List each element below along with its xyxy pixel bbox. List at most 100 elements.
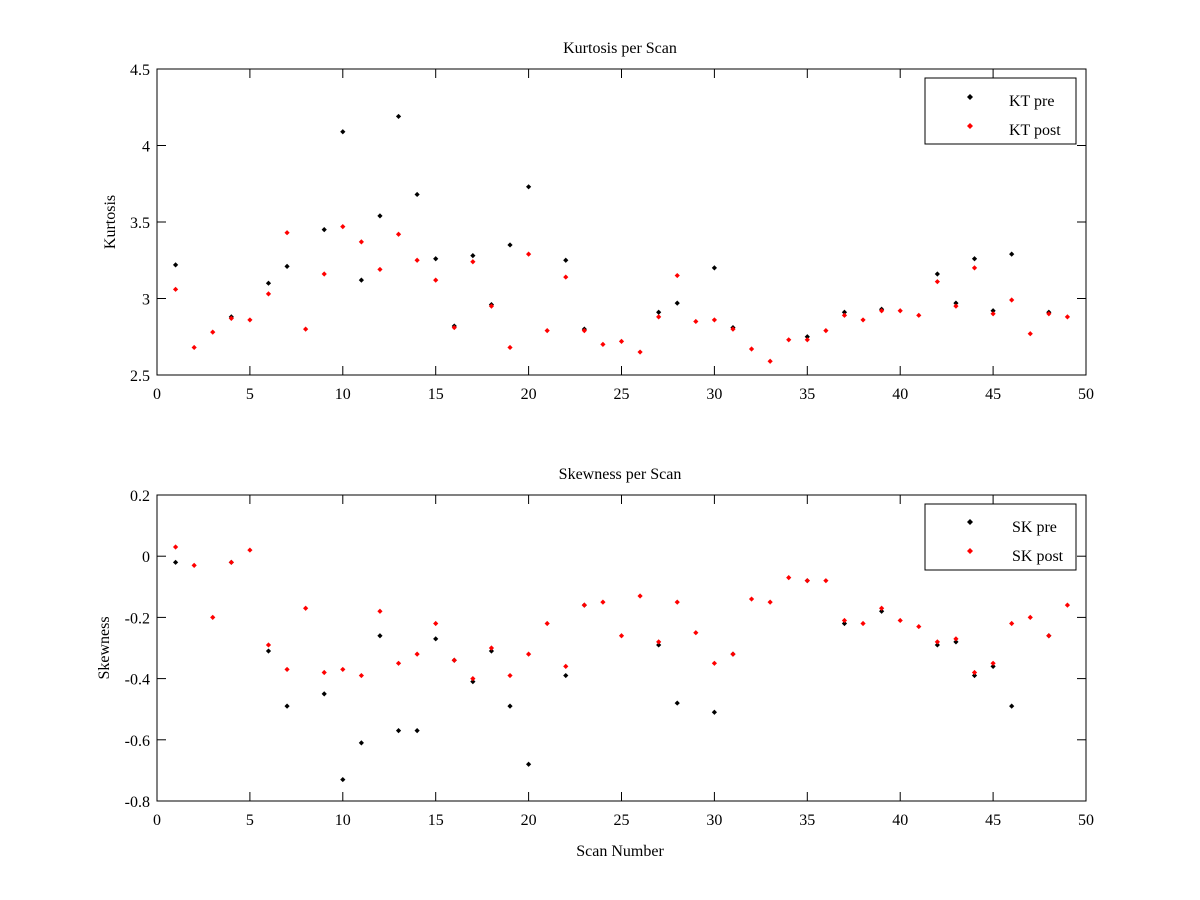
- skewness-point-post: [1027, 614, 1033, 620]
- kurtosis-point-post: [934, 279, 940, 285]
- kurtosis-point-post: [879, 308, 885, 314]
- kurtosis-chart: 0 5 10 15 20 25 30 35 40 45 50 2.5 3 3.5 4 4.5 Kurtosi…: [102, 40, 1094, 403]
- skewness-points: [172, 544, 1071, 783]
- skewness-legend: SK pre SK post: [924, 503, 1077, 571]
- kurtosis-point-post: [637, 349, 643, 355]
- kurtosis-point-pre: [804, 334, 810, 340]
- kurtosis-point-pre: [433, 256, 439, 262]
- skewness-xtick-label: 0: [153, 812, 161, 829]
- skewness-point-post: [544, 620, 550, 627]
- kurtosis-xtick-label: 50: [1078, 386, 1094, 403]
- skewness-point-pre: [470, 679, 476, 685]
- kurtosis-point-pre: [674, 300, 680, 306]
- kurtosis-xtick-label: 5: [246, 386, 254, 403]
- kurtosis-point-post: [488, 303, 495, 309]
- skewness-xtick-label: 30: [706, 812, 722, 829]
- kurtosis-point-post: [767, 358, 773, 364]
- skewness-point-pre: [841, 620, 848, 627]
- skewness-point-post: [395, 660, 402, 666]
- kurtosis-xtick-label: 15: [428, 386, 444, 403]
- kurtosis-point-post: [841, 312, 848, 318]
- kurtosis-point-post: [544, 328, 550, 334]
- skewness-point-pre: [340, 776, 346, 783]
- skewness-point-pre: [358, 740, 364, 746]
- skewness-xtick-label: 15: [428, 812, 444, 829]
- kurtosis-legend: KT pre KT post: [924, 77, 1077, 145]
- kurtosis-xtick-label: 40: [892, 386, 908, 403]
- kurtosis-legend-label-pre: KT pre: [1009, 93, 1054, 110]
- kurtosis-point-post: [916, 312, 922, 318]
- kurtosis-point-post: [581, 328, 587, 334]
- skewness-point-pre: [953, 639, 959, 645]
- skewness-point-pre: [934, 642, 940, 648]
- kurtosis-point-post: [433, 277, 439, 283]
- kurtosis-point-post: [414, 257, 420, 263]
- skewness-point-post: [879, 605, 885, 611]
- kurtosis-point-post: [526, 251, 532, 257]
- skewness-legend-label-post: SK post: [1012, 548, 1064, 565]
- kurtosis-point-pre: [395, 113, 402, 120]
- kurtosis-point-pre: [841, 309, 848, 315]
- skewness-point-post: [748, 596, 755, 602]
- skewness-point-pre: [990, 663, 996, 669]
- kurtosis-point-post: [618, 338, 625, 344]
- kurtosis-point-post: [303, 326, 309, 332]
- kurtosis-point-post: [656, 314, 662, 320]
- kurtosis-point-pre: [321, 227, 327, 233]
- kurtosis-xtick-label: 10: [335, 386, 351, 403]
- kurtosis-point-pre: [526, 184, 532, 190]
- kurtosis-point-post: [823, 328, 829, 334]
- skewness-point-pre: [563, 672, 569, 679]
- kurtosis-xtick-label: 45: [985, 386, 1001, 403]
- kurtosis-point-pre: [470, 253, 476, 259]
- kurtosis-legend-marker-pre: [967, 94, 973, 100]
- skewness-ytick-label: -0.4: [125, 672, 150, 689]
- kurtosis-point-pre: [284, 263, 290, 269]
- skewness-point-post: [563, 663, 569, 669]
- skewness-point-post: [1046, 633, 1052, 639]
- kurtosis-ytick-label: 4: [142, 139, 150, 156]
- skewness-ytick-label: 0.2: [130, 488, 150, 505]
- skewness-legend-marker-post: [967, 548, 973, 554]
- skewness-ytick-label: -0.6: [125, 733, 150, 750]
- skewness-point-post: [990, 660, 996, 666]
- skewness-point-post: [711, 660, 717, 666]
- kurtosis-point-post: [674, 272, 680, 279]
- kurtosis-point-post: [860, 317, 866, 323]
- kurtosis-point-post: [470, 259, 476, 265]
- skewness-xtick-label: 20: [521, 812, 537, 829]
- skewness-point-post: [860, 620, 866, 627]
- skewness-point-post: [953, 636, 959, 642]
- skewness-point-pre: [971, 672, 978, 679]
- kurtosis-point-post: [321, 271, 327, 277]
- kurtosis-xtick-label: 20: [521, 386, 537, 403]
- skewness-ytick-label: -0.2: [125, 610, 150, 627]
- kurtosis-ytick-label: 3.5: [130, 215, 150, 232]
- kurtosis-point-post: [1009, 297, 1015, 303]
- skewness-point-post: [730, 651, 736, 657]
- skewness-legend-label-pre: SK pre: [1012, 519, 1057, 536]
- skewness-y-ticks: -0.8 -0.6 -0.4 -0.2 0 0.2: [125, 488, 1086, 811]
- kurtosis-point-post: [711, 317, 717, 323]
- skewness-point-post: [804, 578, 810, 584]
- kurtosis-point-post: [340, 223, 346, 230]
- kurtosis-point-post: [395, 231, 402, 237]
- kurtosis-point-post: [210, 329, 216, 335]
- kurtosis-title: Kurtosis per Scan: [563, 40, 677, 57]
- skewness-legend-box: [924, 503, 1077, 571]
- kurtosis-point-pre: [265, 280, 272, 286]
- kurtosis-points: [172, 113, 1071, 364]
- skewness-point-pre: [377, 633, 383, 639]
- skewness-point-post: [228, 559, 234, 565]
- skewness-point-post: [358, 672, 364, 679]
- skewness-point-post: [897, 617, 903, 624]
- skewness-point-pre: [284, 703, 290, 709]
- skewness-xtick-label: 50: [1078, 812, 1094, 829]
- kurtosis-point-post: [377, 266, 383, 273]
- kurtosis-point-post: [172, 286, 179, 292]
- kurtosis-point-pre: [971, 256, 978, 262]
- skewness-point-pre: [674, 700, 680, 706]
- kurtosis-point-post: [247, 317, 253, 323]
- skewness-point-post: [284, 666, 290, 673]
- kurtosis-point-post: [228, 315, 234, 321]
